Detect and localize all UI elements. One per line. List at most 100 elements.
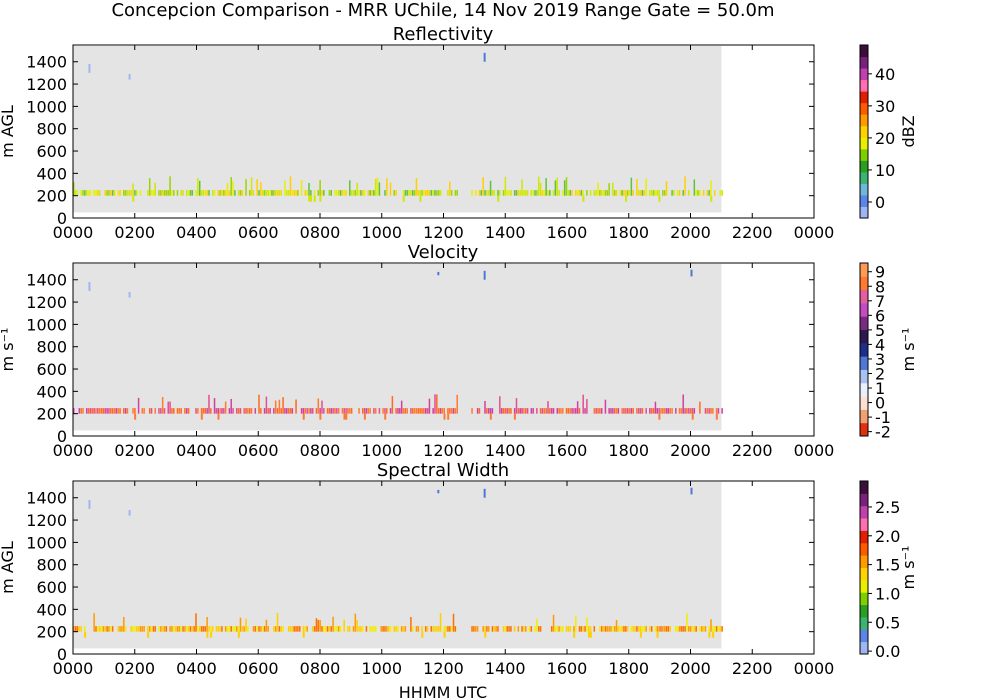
echo-band bbox=[73, 394, 723, 420]
colorbar-tick-label: 7 bbox=[875, 292, 885, 311]
echo-strip bbox=[428, 398, 431, 414]
echo-strip bbox=[426, 190, 429, 196]
colorbar-segment bbox=[860, 530, 868, 544]
echo-strip bbox=[671, 190, 673, 196]
echo-strip bbox=[78, 626, 81, 632]
echo-strip bbox=[406, 190, 408, 196]
echo-strip bbox=[110, 408, 112, 414]
echo-strip bbox=[484, 401, 486, 414]
echo-strip bbox=[354, 613, 357, 632]
echo-strip bbox=[439, 613, 442, 632]
echo-strip bbox=[369, 408, 371, 414]
x-tick-label: 1800 bbox=[608, 223, 649, 242]
echo-strip bbox=[704, 408, 707, 414]
echo-strip bbox=[73, 626, 75, 632]
echo-strip bbox=[197, 626, 199, 632]
echo-strip bbox=[234, 626, 236, 632]
echo-strip bbox=[452, 408, 455, 414]
colorbar-segment bbox=[860, 91, 868, 104]
echo-strip bbox=[195, 408, 197, 414]
echo-strip bbox=[289, 408, 292, 414]
echo-strip bbox=[578, 190, 581, 196]
echo-strip bbox=[236, 408, 238, 414]
echo-strip bbox=[319, 180, 321, 196]
echo-strip bbox=[365, 626, 368, 632]
echo-strip bbox=[160, 626, 162, 632]
echo-strip bbox=[487, 408, 490, 414]
colorbar-segment bbox=[860, 148, 868, 161]
echo-strip bbox=[676, 626, 679, 632]
colorbar: 0 10 20 30 40 dBZ bbox=[859, 44, 918, 219]
sparse-echo bbox=[690, 269, 693, 277]
echo-strip bbox=[182, 626, 184, 632]
echo-strip bbox=[532, 190, 534, 196]
echo-strip bbox=[443, 413, 446, 420]
colorbar-segment bbox=[860, 316, 868, 331]
echo-strip bbox=[486, 626, 488, 632]
echo-strip bbox=[554, 180, 557, 196]
echo-strip bbox=[695, 626, 697, 632]
echo-strip bbox=[521, 626, 523, 632]
echo-strip bbox=[286, 408, 288, 414]
echo-strip bbox=[630, 626, 633, 632]
echo-strip bbox=[239, 408, 242, 414]
echo-strip bbox=[119, 190, 121, 196]
y-axis: 0 200 400 600 800 1000 1200 1400 bbox=[26, 53, 814, 228]
echo-strip bbox=[180, 408, 182, 414]
echo-strip bbox=[595, 190, 597, 196]
panel-title: Reflectivity bbox=[393, 24, 494, 45]
echo-strip bbox=[484, 190, 486, 196]
echo-strip bbox=[491, 626, 494, 632]
echo-strip bbox=[473, 626, 475, 632]
echo-strip bbox=[600, 626, 603, 632]
x-tick-label: 2200 bbox=[732, 441, 773, 460]
echo-strip bbox=[582, 394, 584, 414]
echo-strip bbox=[719, 626, 722, 632]
echo-strip bbox=[174, 626, 177, 632]
echo-strip bbox=[360, 190, 362, 196]
echo-strip bbox=[230, 626, 232, 632]
echo-strip bbox=[217, 626, 219, 632]
echo-band bbox=[73, 176, 723, 202]
echo-strip bbox=[332, 616, 334, 632]
y-tick-label: 1000 bbox=[26, 97, 67, 116]
echo-strip bbox=[571, 190, 573, 196]
echo-strip bbox=[688, 190, 690, 196]
echo-strip bbox=[408, 190, 410, 196]
colorbar-segment bbox=[860, 604, 868, 618]
colorbar-segment bbox=[860, 206, 868, 219]
echo-strip bbox=[686, 408, 688, 414]
echo-strip bbox=[85, 190, 88, 196]
echo-strip bbox=[173, 626, 175, 632]
echo-strip bbox=[517, 626, 520, 632]
echo-strip bbox=[650, 190, 653, 196]
echo-strip bbox=[204, 190, 207, 196]
echo-strip bbox=[87, 190, 90, 196]
echo-strip bbox=[536, 190, 538, 196]
echo-strip bbox=[604, 399, 607, 414]
echo-strip bbox=[562, 408, 564, 414]
echo-strip bbox=[621, 408, 623, 414]
echo-strip bbox=[280, 190, 282, 196]
echo-strip bbox=[223, 408, 225, 414]
echo-strip bbox=[593, 626, 596, 632]
echo-strip bbox=[352, 626, 355, 632]
echo-strip bbox=[558, 190, 560, 196]
echo-strip bbox=[319, 195, 322, 202]
echo-strip bbox=[432, 626, 434, 632]
echo-strip bbox=[582, 190, 584, 196]
echo-strip bbox=[652, 190, 655, 196]
echo-strip bbox=[580, 190, 583, 196]
echo-strip bbox=[715, 413, 718, 420]
echo-strip bbox=[575, 408, 577, 414]
echo-strip bbox=[654, 401, 657, 414]
echo-strip bbox=[663, 626, 666, 632]
echo-strip bbox=[495, 626, 497, 632]
echo-strip bbox=[508, 408, 510, 414]
echo-strip bbox=[447, 413, 450, 420]
echo-strip bbox=[217, 190, 219, 196]
colorbar-tick-label: -1 bbox=[875, 408, 891, 427]
echo-strip bbox=[360, 626, 362, 632]
echo-strip bbox=[650, 626, 653, 632]
echo-strip bbox=[600, 190, 603, 196]
